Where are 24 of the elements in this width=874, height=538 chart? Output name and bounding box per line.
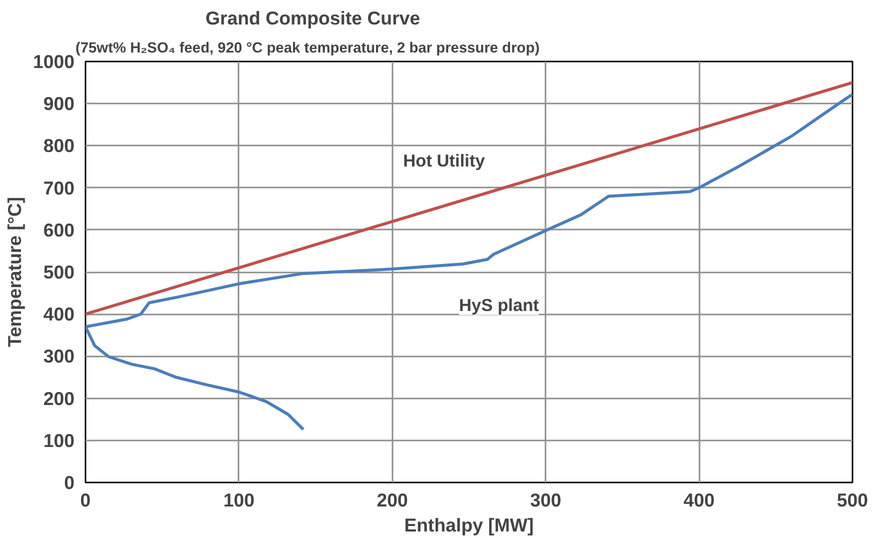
y-tick-label: 100 (43, 430, 75, 451)
x-tick-label: 500 (836, 490, 868, 510)
x-tick-label: 400 (684, 490, 715, 510)
y-tick-label: 600 (43, 219, 75, 240)
y-tick-label: 0 (64, 472, 75, 493)
line-series (86, 92, 852, 431)
y-tick-label: 1000 (32, 51, 75, 72)
x-tick-label: 100 (223, 490, 254, 510)
y-tick-label: 900 (43, 93, 75, 114)
x-tick-label: 200 (376, 490, 408, 510)
chart-title: Grand Composite Curve (206, 8, 420, 28)
y-tick-label: 800 (43, 135, 75, 156)
x-tick-label: 300 (530, 490, 562, 510)
y-tick-label: 700 (43, 177, 75, 198)
x-tick-label: 0 (80, 490, 91, 510)
y-axis-title: Temperature [°C] (4, 196, 25, 348)
y-tick-label: 400 (43, 304, 75, 325)
series-label: Hot Utility (403, 150, 486, 170)
y-tick-label: 300 (43, 346, 75, 367)
series-label: HyS plant (459, 294, 540, 315)
x-axis-title: Enthalpy [MW] (404, 514, 534, 536)
chart-subtitle: (75wt% H₂SO₄ feed, 920 °C peak temperature, 2 bar pressure drop) (76, 40, 540, 56)
y-tick-label: 200 (43, 388, 75, 409)
y-tick-label: 500 (43, 262, 75, 282)
